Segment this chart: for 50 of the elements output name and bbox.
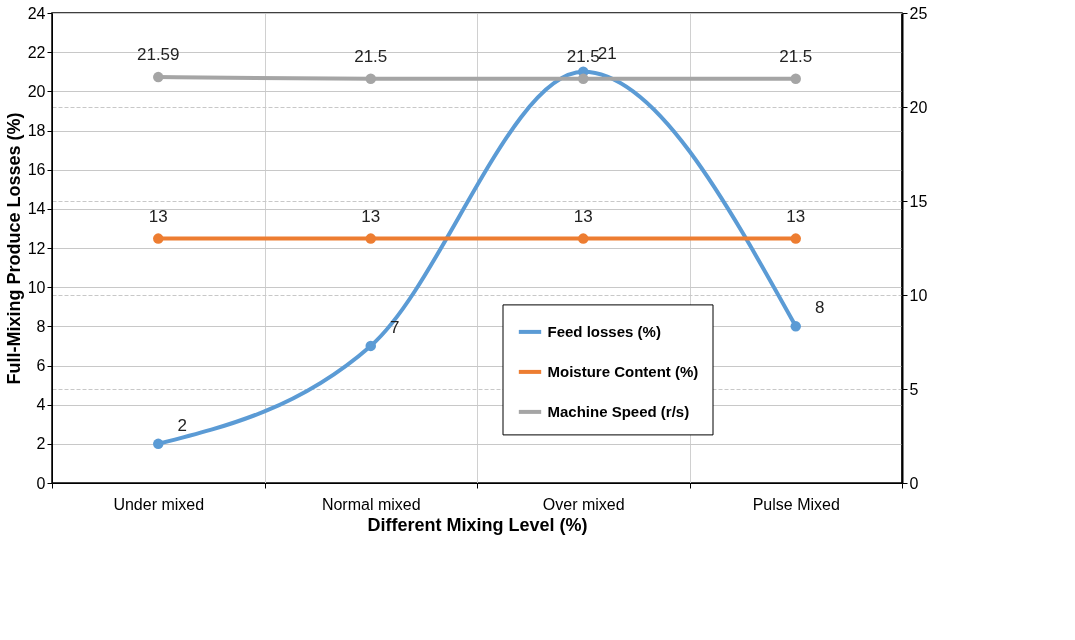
y-tick-label: 2 [36,435,46,453]
data-label: 21.5 [566,46,600,66]
x-tick-label: Over mixed [542,495,625,513]
y-tick-label: 6 [36,357,46,374]
y-tick-label: 0 [36,474,46,492]
point [153,233,164,244]
y-tick-label: 10 [27,278,46,296]
y2-tick-label: 20 [909,98,928,116]
y2-tick-label: 10 [909,286,928,304]
data-label: 13 [786,206,806,226]
point [790,321,801,332]
x-axis-title: Different Mixing Level (%) [367,514,588,535]
data-label: 13 [361,206,381,226]
data-label: 2 [177,415,187,435]
y-tick-label: 18 [27,122,46,139]
y2-tick-label: 0 [909,474,919,492]
y2-tick-label: 5 [909,380,919,398]
y2-tick-label: 15 [909,192,928,210]
y-axis-title: Full-Mixing Produce Losses (%) [3,112,24,385]
y-tick-label: 22 [27,43,46,61]
point [365,73,376,85]
point [365,340,376,352]
x-tick-label: Normal mixed [321,495,421,513]
x-tick-label: Under mixed [113,495,205,513]
data-label: 8 [815,298,825,318]
point [153,71,164,83]
y-tick-label: 8 [36,317,46,335]
x-tick-label: Pulse Mixed [752,495,840,513]
y2-tick-label: 25 [909,4,928,22]
point [578,233,589,244]
point [365,233,376,244]
y-tick-label: 12 [27,239,46,257]
data-label: 21.59 [136,45,180,65]
data-label: 7 [390,317,400,337]
y-tick-label: 14 [27,200,46,218]
y-tick-label: 20 [27,82,46,100]
data-label: 21.5 [779,46,813,66]
y-tick-label: 24 [27,4,46,22]
legend-label: Machine Speed (r/s) [547,402,690,420]
legend-label: Moisture Content (%) [547,362,699,380]
point [790,73,801,85]
y-tick-label: 4 [36,396,46,414]
data-label: 13 [573,206,593,226]
point [153,438,164,450]
point [790,233,801,244]
y-tick-label: 16 [27,161,46,179]
legend-label: Feed losses (%) [547,322,661,340]
data-label: 21.5 [354,46,388,66]
point [578,73,589,85]
data-label: 13 [148,206,168,226]
